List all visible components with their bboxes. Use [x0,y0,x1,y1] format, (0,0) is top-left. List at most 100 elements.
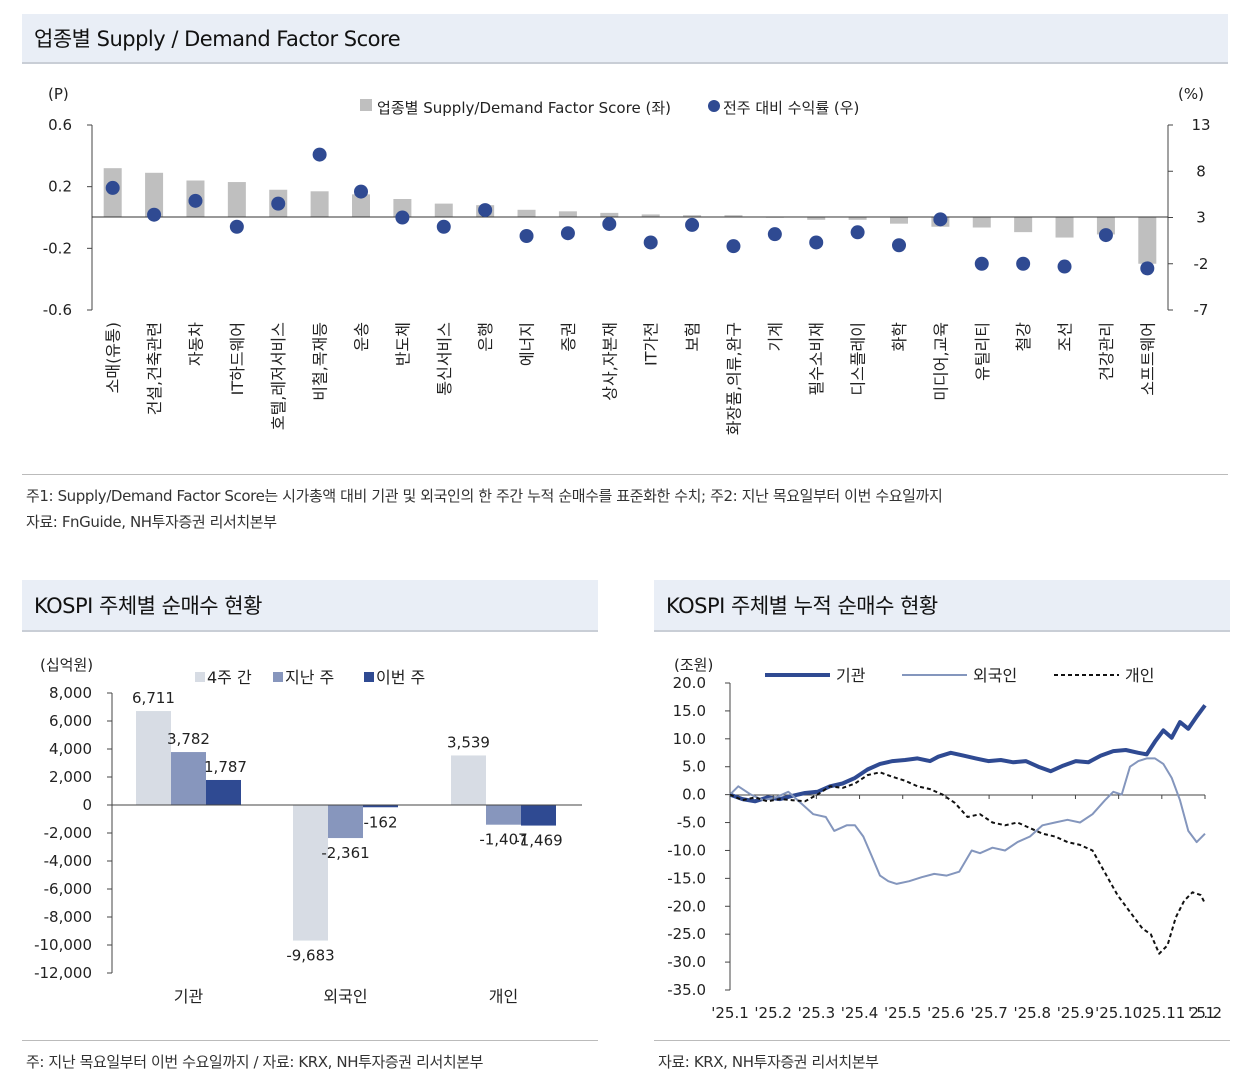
chart2-tick-label: 4,000 [49,740,92,758]
chart2-tick-label: -6,000 [44,880,92,898]
category-label: IT하드웨어 [228,322,247,395]
series-line-foreign [729,757,1206,885]
net-buy-bar [328,805,363,839]
panel3-title: KOSPI 주체별 누적 순매수 현황 [666,594,938,618]
right-tick-label: 8 [1196,162,1206,180]
chart2-unit: (십억원) [40,656,93,674]
right-tick-label: 13 [1191,116,1210,134]
panel1-divider [22,474,1228,475]
category-label: 반도체 [393,322,412,366]
legend-dot-swatch [708,100,720,112]
return-dot [312,147,327,162]
chart3-tick-label: 15.0 [673,702,706,720]
return-dot [147,207,162,222]
return-dot [809,235,824,250]
net-buy-bar [171,752,206,805]
return-dot [271,196,286,211]
chart2-tick-label: -8,000 [44,908,92,926]
left-tick-label: 0.6 [48,116,72,134]
right-tick-label: -7 [1194,301,1209,319]
legend-label: 외국인 [973,666,1017,685]
chart3-x-label: '25.3 [798,1004,836,1022]
score-bar [890,217,908,224]
score-bar [641,214,660,218]
category-label: 기관 [174,987,204,1006]
return-dot [1098,228,1113,243]
category-label: 건강관리 [1097,322,1116,381]
score-bar [1055,217,1074,238]
chart3-tick-label: -15.0 [667,869,706,887]
net-buy-bar [486,805,521,825]
net-buy-bar [363,805,398,808]
chart2-tick-label: -12,000 [34,964,92,982]
return-dot [188,193,203,208]
net-buy-bar [206,779,241,805]
legend-bar-label: 업종별 Supply/Demand Factor Score (좌) [377,99,671,117]
chart3-tick-label: -10.0 [667,841,706,859]
left-tick-label: -0.2 [43,239,72,257]
return-dot [685,217,700,232]
chart2-tick-label: 8,000 [49,684,92,702]
return-dot [643,235,658,250]
legend-label: 이번 주 [376,668,425,687]
sector-score-chart: (P) (%) 업종별 Supply/Demand Factor Score (… [43,85,1211,435]
chart3-x-label: '25.6 [927,1004,965,1022]
legend-bar-swatch [360,99,372,111]
return-dot [105,180,120,195]
net-buy-data-label: -9,683 [286,947,334,965]
category-label: 조선 [1056,322,1075,351]
panel3-header: KOSPI 주체별 누적 순매수 현황 [654,580,1230,632]
series-line-individual [729,771,1206,955]
category-label: 호텔,레저서비스 [269,322,288,430]
net-buy-data-label: 1,787 [204,758,247,776]
series-line-institution [729,704,1207,804]
score-bar [807,217,826,220]
return-dot [395,210,410,225]
net-buy-data-label: 3,539 [447,733,490,751]
right-tick-label: -2 [1194,255,1209,273]
category-label: 증권 [559,322,578,351]
net-buy-data-label: -1,407 [479,831,527,849]
chart2-tick-label: -4,000 [44,852,92,870]
category-label: 에너지 [518,322,537,366]
category-label: IT가전 [642,322,661,366]
score-bar [558,211,577,218]
chart3-tick-label: -35.0 [667,981,706,999]
chart3-tick-label: -20.0 [667,897,706,915]
net-buy-data-label: -1,469 [514,832,562,850]
return-dot [1057,259,1072,274]
legend-swatch [195,672,205,682]
legend-label: 지난 주 [285,668,334,687]
return-dot [436,219,451,234]
category-label: 비철,목재등 [311,322,330,401]
chart3-x-label: '25.11 [1138,1004,1185,1022]
category-label: 건설,건축관련 [145,322,164,415]
category-label: 은행 [476,322,495,351]
chart3-x-label: '25.12 [1188,1004,1222,1022]
return-dot [560,226,575,241]
return-dot [726,239,741,254]
score-bar [600,212,619,218]
category-label: 보험 [683,322,702,351]
panel1-note-2: 자료: FnGuide, NH투자증권 리서치본부 [26,513,277,531]
right-tick-label: 3 [1196,209,1206,227]
chart2-tick-label: -10,000 [34,936,92,954]
chart2-tick-label: 2,000 [49,768,92,786]
category-label: 기계 [766,322,785,351]
score-bar [683,215,702,218]
score-bar [517,209,536,218]
legend-swatch [364,672,374,682]
panel1-header: 업종별 Supply / Demand Factor Score [22,14,1228,64]
category-label: 외국인 [323,987,367,1006]
return-dot [478,203,493,218]
chart3-tick-label: -25.0 [667,925,706,943]
category-label: 소매(유통) [104,322,123,393]
return-dot [1140,261,1155,276]
score-bar [724,215,743,218]
category-label: 통신서비스 [435,322,454,396]
chart3-tick-label: 10.0 [673,730,706,748]
category-label: 화장품,의류,완구 [724,322,743,435]
score-bar [1014,217,1033,233]
